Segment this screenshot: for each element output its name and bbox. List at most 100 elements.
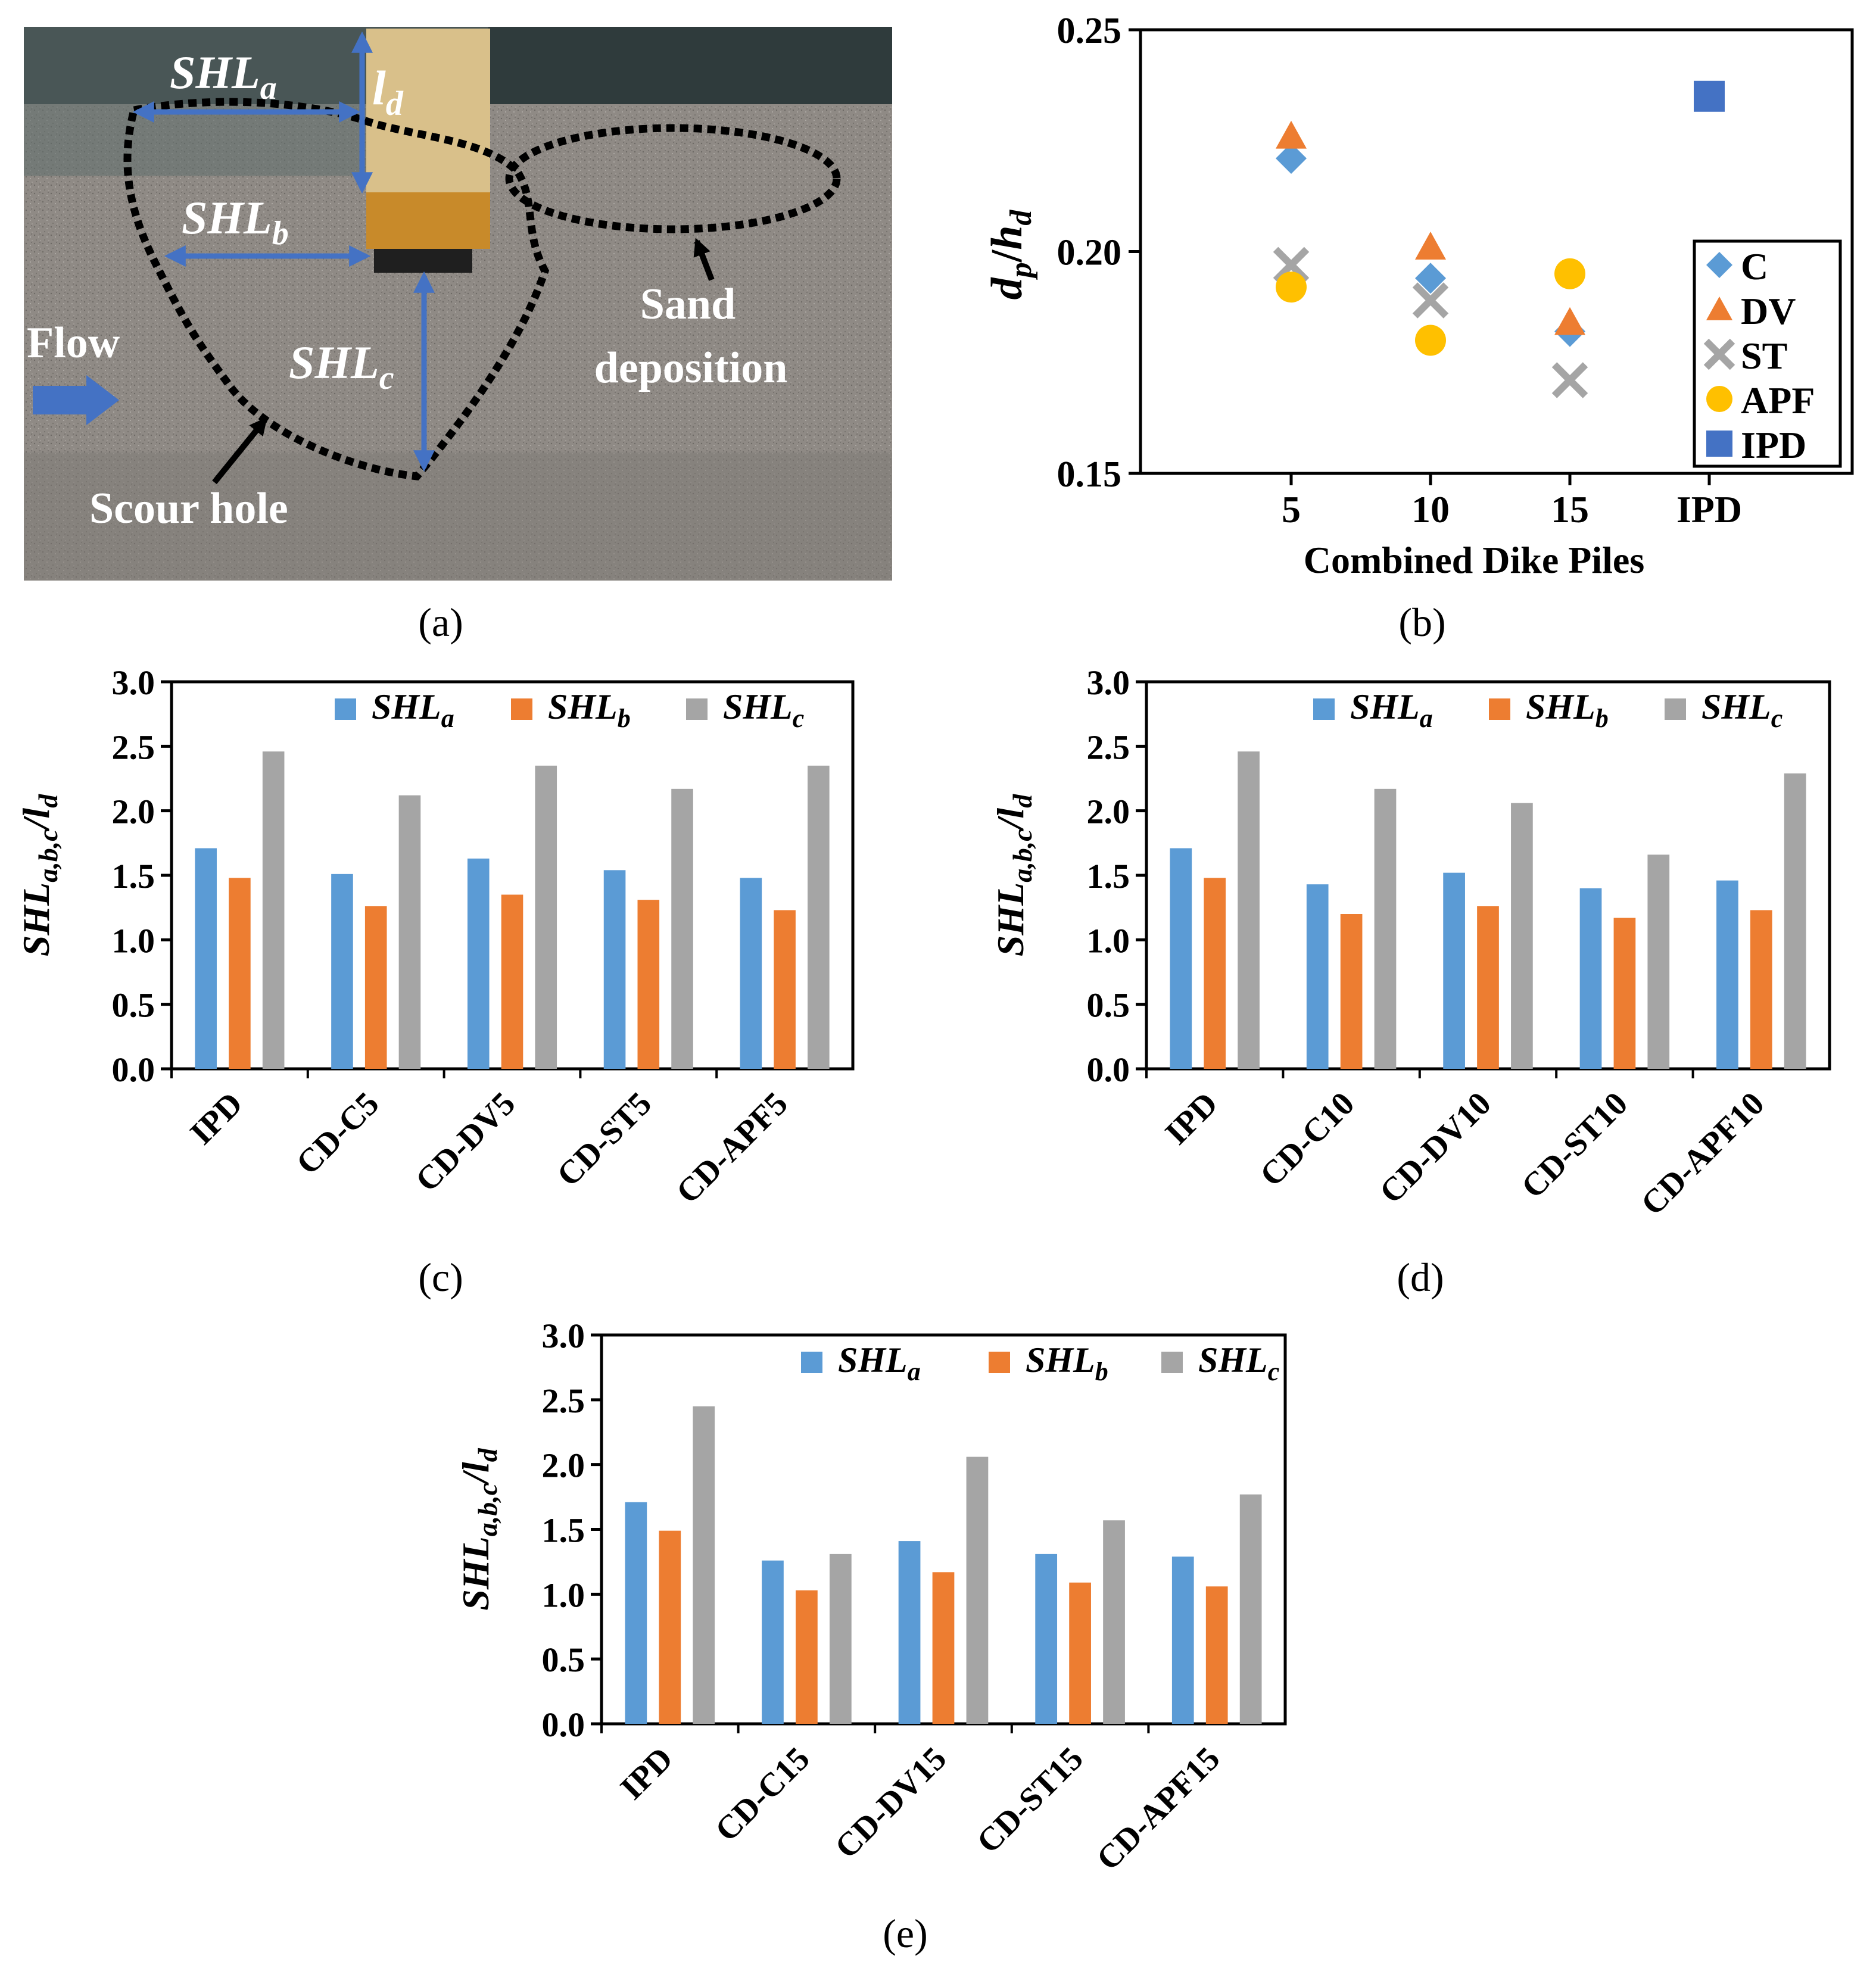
- y-axis-title: SHLa,b,c/ld: [454, 1448, 503, 1610]
- y-tick-label: 3.0: [112, 663, 155, 702]
- x-tick-label: CD-DV15: [828, 1740, 953, 1866]
- legend-label-main: SHL: [1198, 1340, 1268, 1380]
- legend-swatch-shl-c: [686, 698, 708, 720]
- x-tick-label: CD-ST10: [1514, 1085, 1635, 1205]
- y-tick-label: 1.5: [1087, 857, 1130, 896]
- caption-b: (b): [1398, 600, 1445, 645]
- bar-shl-c: [262, 751, 285, 1069]
- x-tick-label: CD-C10: [1253, 1085, 1361, 1193]
- dike-block-top: [366, 29, 490, 192]
- dike-block-face: [366, 192, 490, 249]
- bar-shl-b: [637, 900, 660, 1069]
- y-tick-label: 0.5: [112, 986, 155, 1025]
- point-ipd: [1694, 80, 1725, 112]
- x-tick-label: CD-C5: [289, 1085, 387, 1182]
- bar-shl-c: [1784, 773, 1806, 1069]
- bar-shl-b: [1477, 906, 1499, 1069]
- legend-swatch-shl-b: [1489, 698, 1510, 720]
- cross-stroke: [1551, 362, 1588, 398]
- legend-label-shl-a: SHLa: [1350, 687, 1433, 733]
- legend-marker-apf: [1706, 386, 1732, 412]
- x-tick-label: CD-APF10: [1634, 1085, 1772, 1222]
- bar-shl-c: [1374, 788, 1397, 1069]
- y-tick-label: 0.0: [112, 1050, 155, 1089]
- y-title-rest: /l: [989, 808, 1032, 832]
- x-tick-label: IPD: [183, 1085, 250, 1152]
- y-title-sub: a,b,c: [33, 829, 63, 882]
- bar-shl-a: [331, 874, 353, 1069]
- bar-shl-a: [898, 1541, 921, 1724]
- legend-swatch-shl-c: [1161, 1352, 1183, 1373]
- legend-marker-dv: [1706, 297, 1732, 320]
- y-tick-label: 2.0: [1087, 793, 1130, 831]
- point-c: [1276, 143, 1307, 174]
- point-st: [1273, 247, 1310, 283]
- bar-shl-a: [1443, 872, 1465, 1069]
- bar-shl-c: [398, 795, 421, 1069]
- y-tick-label: 2.5: [542, 1381, 585, 1420]
- point-apf: [1415, 325, 1446, 356]
- y-title-rest-sub: d: [472, 1448, 503, 1462]
- shl-b-label: SHLb: [182, 192, 289, 252]
- y-tick-label: 2.0: [542, 1446, 585, 1485]
- bar-shl-b: [796, 1590, 818, 1724]
- bar-shl-b: [501, 894, 523, 1069]
- sand-label-line2: deposition: [594, 344, 788, 392]
- y-tick-label: 0.5: [542, 1640, 585, 1679]
- legend-label-shl-a: SHLa: [372, 687, 454, 733]
- legend-label-main: SHL: [1702, 687, 1771, 726]
- x-tick-label: 5: [1282, 488, 1301, 531]
- y-title-main: SHL: [15, 882, 57, 956]
- sand-shadow: [24, 453, 892, 581]
- y-tick-label: 2.0: [112, 793, 155, 831]
- bar-shl-b: [1340, 914, 1363, 1069]
- bar-shl-c: [1238, 751, 1260, 1069]
- legend-label-sub: b: [618, 704, 631, 733]
- legend-label-shl-b: SHLb: [1026, 1340, 1108, 1386]
- legend-label-dv: DV: [1741, 290, 1796, 332]
- legend-marker-st: [1703, 338, 1735, 370]
- scour-pointer-arrow: [212, 417, 267, 485]
- y-tick-label: 0.20: [1057, 233, 1122, 273]
- y-tick-label: 2.5: [1087, 728, 1130, 766]
- legend-label-shl-c: SHLc: [723, 687, 804, 733]
- legend-label-sub: b: [1595, 704, 1609, 733]
- cross-stroke: [1273, 247, 1310, 283]
- legend-label-main: SHL: [1026, 1340, 1095, 1380]
- bar-shl-a: [762, 1560, 784, 1724]
- legend-marker-ipd: [1706, 431, 1732, 457]
- caption-c: (c): [418, 1255, 463, 1300]
- y-tick-label: 0.0: [542, 1705, 585, 1744]
- y-tick-label: 0.5: [1087, 986, 1130, 1025]
- y-title-main: SHL: [989, 882, 1032, 956]
- x-tick-label: IPD: [613, 1740, 680, 1807]
- point-apf: [1276, 272, 1307, 303]
- scour-hole-label: Scour hole: [89, 484, 288, 533]
- legend-swatch-shl-a: [335, 698, 356, 720]
- x-tick-label: IPD: [1676, 488, 1742, 531]
- legend-label-main: SHL: [1350, 687, 1420, 726]
- legend-label-shl-b: SHLb: [1526, 687, 1609, 733]
- y-tick-label: 0.25: [1057, 11, 1122, 51]
- legend-label-main: SHL: [372, 687, 441, 726]
- legend-label-shl-b: SHLb: [548, 687, 631, 733]
- bar-shl-b: [1204, 878, 1226, 1069]
- legend-label-sub: a: [441, 704, 454, 733]
- legend-swatch-shl-c: [1665, 698, 1686, 720]
- flow-arrow-icon: [33, 375, 119, 425]
- legend-label-apf: APF: [1741, 379, 1815, 422]
- caption-d: (d): [1397, 1255, 1444, 1300]
- legend-label-sub: c: [793, 704, 805, 733]
- chart-b-xlabel: Combined Dike Piles: [1304, 539, 1644, 581]
- y-tick-label: 3.0: [1087, 663, 1130, 702]
- legend-label-shl-c: SHLc: [1702, 687, 1782, 733]
- y-axis-title: SHLa,b,c/ld: [15, 794, 63, 956]
- x-tick-label: CD-APF5: [669, 1085, 795, 1211]
- legend-label-ipd: IPD: [1741, 424, 1806, 466]
- x-tick-label: CD-DV10: [1373, 1085, 1498, 1211]
- bar-shl-a: [195, 848, 217, 1069]
- y-title-sub: a,b,c: [472, 1483, 503, 1536]
- y-tick-label: 1.0: [112, 921, 155, 960]
- y-tick-label: 1.0: [1087, 921, 1130, 960]
